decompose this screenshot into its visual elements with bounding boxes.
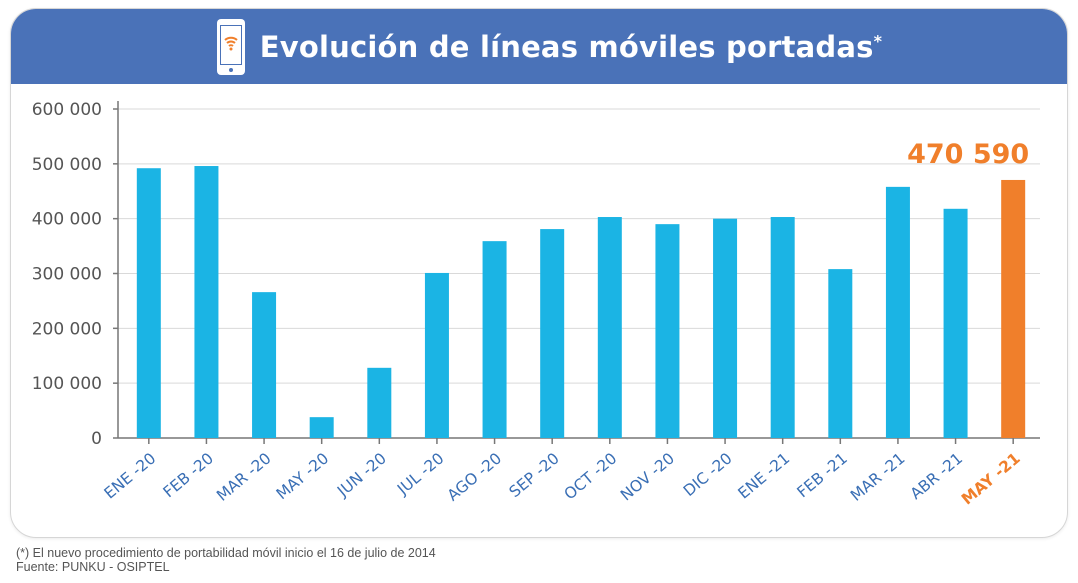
y-tick-label: 200 000 [32,319,102,339]
x-tick-label: ENE -20 [101,449,160,502]
y-tick-label: 400 000 [32,210,102,230]
x-tick-label: JUL -20 [393,449,447,499]
x-tick-label: DIC -20 [680,449,736,500]
y-tick-label: 500 000 [32,155,102,175]
x-tick-label: SEP -20 [506,449,563,501]
bar [597,217,622,438]
y-tick-label: 0 [91,429,102,449]
bar [713,218,738,438]
x-tick-label: OCT -20 [561,449,621,503]
bar [194,166,219,438]
bar [252,292,277,438]
x-tick-label: NOV -20 [617,449,678,504]
x-tick-label: MAR -21 [847,449,908,505]
footnote: (*) El nuevo procedimiento de portabilid… [16,546,436,574]
x-tick-label: MAY -21 [958,449,1024,508]
x-tick-label: FEB -21 [794,449,851,501]
x-tick-label: AGO -20 [444,449,505,504]
y-tick-label: 300 000 [32,265,102,285]
bar [655,224,680,438]
bar [482,241,507,438]
chart-title: Evolución de líneas móviles portadas* [259,29,883,64]
bar [828,269,853,438]
footnote-note: (*) El nuevo procedimiento de portabilid… [16,546,436,560]
smartphone-wifi-icon [216,18,246,76]
chart-header: Evolución de líneas móviles portadas* [11,9,1067,84]
x-tick-label: MAY -20 [273,449,332,503]
bar [424,272,449,438]
x-tick-label: ENE -21 [735,449,794,502]
bar [136,168,161,438]
data-label-highlight: 470 590 [907,139,1029,170]
bar [367,367,392,438]
x-tick-label: FEB -20 [160,449,217,501]
bar [885,186,910,438]
y-tick-label: 100 000 [32,374,102,394]
x-tick-label: JUN -20 [333,449,390,501]
bar [943,208,968,438]
bar [309,417,334,438]
footnote-source: Fuente: PUNKU - OSIPTEL [16,560,170,574]
bar [540,229,565,438]
bar [1001,179,1026,438]
x-tick-label: MAR -20 [213,449,274,505]
bar-chart: 0 100 000 200 000 300 000 400 000 500 000 600 … [32,100,1040,508]
bar [770,217,795,438]
y-tick-label: 600 000 [32,100,102,120]
